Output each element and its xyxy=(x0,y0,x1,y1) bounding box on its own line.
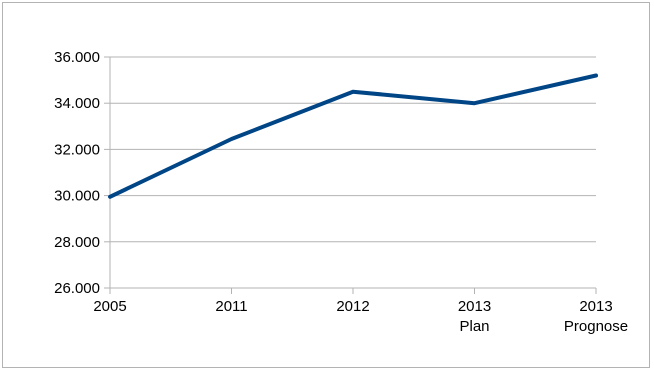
x-tick-label-line: 2005 xyxy=(93,298,126,315)
x-tick-label-line: 2013 xyxy=(458,298,491,315)
series-line xyxy=(108,73,598,199)
gridlines xyxy=(104,56,596,289)
y-tick-label: 32.000 xyxy=(54,141,100,158)
y-axis-tick-labels: 26.000 28.000 30.000 32.000 34.000 36.000 xyxy=(54,49,100,297)
axes xyxy=(109,57,596,289)
x-tick-label-line: 2011 xyxy=(215,298,247,315)
x-axis-tick-labels: 2005 2011 2012 2013 Plan 2013 Prognose xyxy=(93,288,628,335)
x-tick-label-line: Plan xyxy=(459,318,489,335)
y-tick-label: 26.000 xyxy=(54,280,100,297)
x-tick-label: 2005 xyxy=(93,298,126,315)
y-tick-label: 30.000 xyxy=(54,188,100,205)
y-tick-label: 34.000 xyxy=(54,95,100,112)
x-tick-label: 2013 Plan xyxy=(458,298,491,335)
x-tick-label: 2011 xyxy=(215,298,247,315)
x-tick-label: 2012 xyxy=(336,298,369,315)
y-tick-label: 36.000 xyxy=(54,49,100,66)
x-tick-label: 2013 Prognose xyxy=(564,298,628,335)
x-tick-label-line: 2012 xyxy=(336,298,369,315)
x-tick-label-line: Prognose xyxy=(564,318,628,335)
x-tick-label-line: 2013 xyxy=(579,298,612,315)
y-tick-label: 28.000 xyxy=(54,234,100,251)
series-group xyxy=(108,73,598,199)
